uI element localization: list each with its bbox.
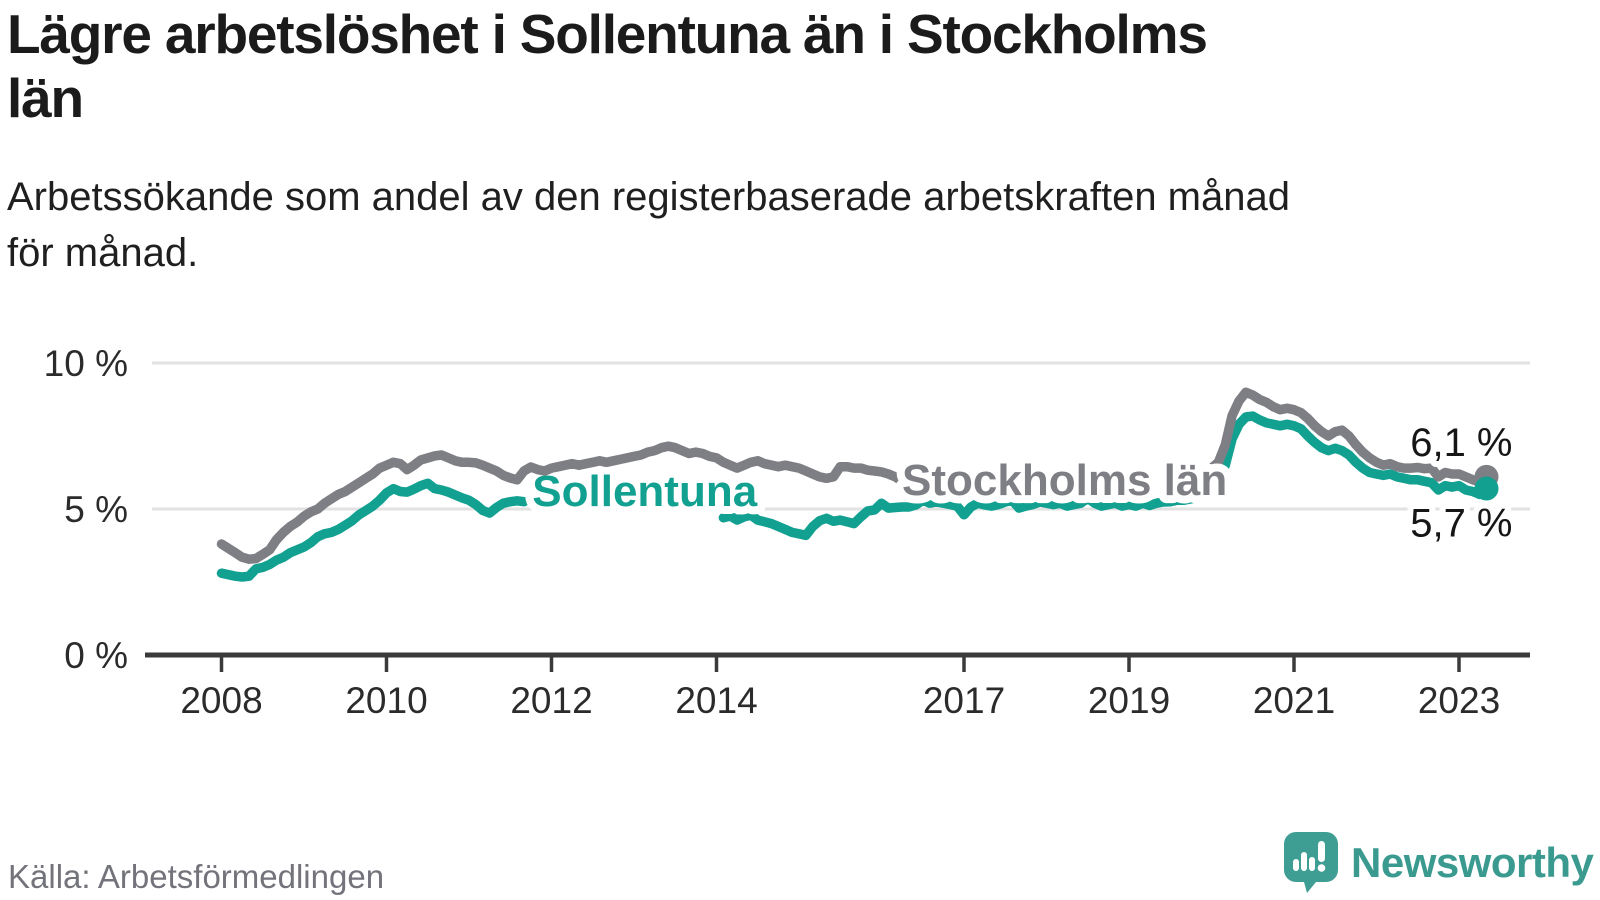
bar-3 <box>1309 857 1315 871</box>
brand-footer: Newsworthy <box>1284 832 1594 894</box>
page-title-line2: län <box>7 67 84 130</box>
series-label-stockholms-lan: Stockholms län <box>902 456 1227 505</box>
series-label-sollentuna: Sollentuna <box>532 467 757 516</box>
newsworthy-logo-icon <box>1284 832 1338 893</box>
x-tick-label: 2014 <box>675 680 757 721</box>
series-line-sollentuna <box>216 411 1492 582</box>
exclamation-bar <box>1318 841 1325 862</box>
y-tick-label: 0 % <box>64 635 128 676</box>
chart-subtitle-line1: Arbetssökande som andel av den registerb… <box>7 174 1290 219</box>
y-tick-label: 10 % <box>44 343 128 384</box>
annotation-layer: 6,1 % 5,7 % <box>1404 415 1518 552</box>
x-tick-label: 2021 <box>1253 680 1335 721</box>
x-tick-label: 2010 <box>345 680 427 721</box>
gridlines-layer <box>145 361 1530 658</box>
y-axis-labels: 0 % 5 % 10 % <box>44 343 128 676</box>
x-axis: 2008 2010 2012 2014 2017 2019 2021 2023 <box>180 655 1500 721</box>
x-tick-label: 2019 <box>1088 680 1170 721</box>
series-layer: Sollentuna Stockholms län <box>216 387 1492 582</box>
series-line-stockholms-lan <box>216 387 1492 564</box>
page-title-line1: Lägre arbetslöshet i Sollentuna än i Sto… <box>7 3 1208 65</box>
source-credit: Källa: Arbetsförmedlingen <box>8 858 385 895</box>
bar-2 <box>1301 852 1307 871</box>
y-tick-label: 5 % <box>64 489 128 530</box>
x-tick-label: 2008 <box>180 680 262 721</box>
chart-subtitle-line2: för månad. <box>7 231 199 276</box>
end-value-label: 6,1 % <box>1410 421 1512 465</box>
chart-header: Lägre arbetslöshet i Sollentuna än i Sto… <box>7 2 1595 282</box>
chart-subtitle: Arbetssökande som andel av den registerb… <box>7 169 1595 283</box>
end-value-label: 5,7 % <box>1410 502 1512 546</box>
x-tick-label: 2023 <box>1418 680 1500 721</box>
end-dot-sollentuna <box>1474 476 1499 501</box>
bar-1 <box>1293 859 1299 871</box>
x-tick-label: 2012 <box>510 680 592 721</box>
exclamation-dot <box>1317 864 1326 872</box>
page-title: Lägre arbetslöshet i Sollentuna än i Sto… <box>7 2 1595 131</box>
x-tick-label: 2017 <box>923 680 1005 721</box>
brand-name: Newsworthy <box>1351 839 1594 886</box>
